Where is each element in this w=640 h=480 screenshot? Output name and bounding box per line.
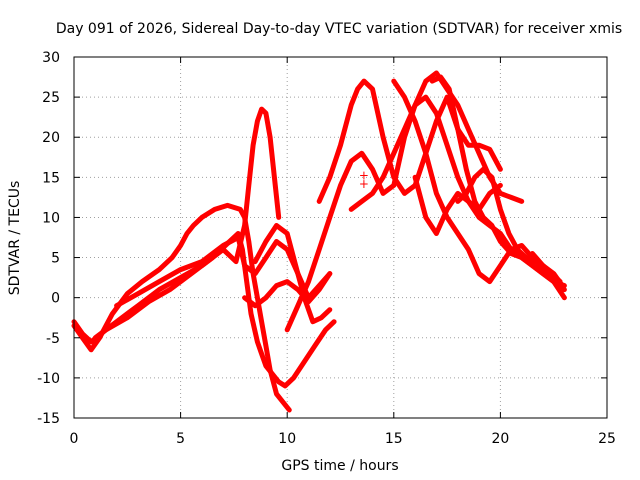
series-trace-7 xyxy=(284,70,525,333)
chart-title: Day 091 of 2026, Sidereal Day-to-day VTE… xyxy=(56,21,622,37)
x-tick-label: 20 xyxy=(491,431,509,447)
x-tick-label: 10 xyxy=(278,431,296,447)
plot-frame xyxy=(73,56,608,419)
y-tick-label: 15 xyxy=(42,170,60,186)
series-trace-14 xyxy=(529,251,565,289)
y-axis-label: SDTVAR / TECUs xyxy=(7,181,23,296)
x-axis-ticks: 0 5 10 15 20 25 xyxy=(70,57,616,447)
y-tick-label: -15 xyxy=(37,411,60,427)
series-trace-3 xyxy=(92,106,282,341)
x-tick-label: 5 xyxy=(176,431,185,447)
series-trace-6 xyxy=(252,223,333,325)
y-tick-label: 20 xyxy=(42,130,60,146)
point-marker-annotation: + xyxy=(359,169,369,183)
y-tick-label: 0 xyxy=(51,291,60,307)
y-tick-label: -5 xyxy=(46,331,60,347)
series-trace-8 xyxy=(316,78,503,204)
annotations: ++ xyxy=(359,169,369,191)
series-trace-11 xyxy=(412,174,503,236)
y-tick-label: 10 xyxy=(42,210,60,226)
y-tick-label: 5 xyxy=(51,251,60,267)
grid-lines xyxy=(74,57,607,418)
data-traces xyxy=(71,70,567,413)
y-tick-label: 25 xyxy=(42,90,60,106)
series-trace-1 xyxy=(71,202,292,413)
x-tick-label: 25 xyxy=(598,431,616,447)
y-axis-ticks: 30 25 20 15 10 5 0 -5 -10 -15 xyxy=(37,50,607,427)
x-axis-label: GPS time / hours xyxy=(281,458,398,474)
y-tick-label: 30 xyxy=(42,50,60,66)
x-tick-label: 15 xyxy=(385,431,403,447)
series-trace-12 xyxy=(429,74,567,301)
x-tick-label: 0 xyxy=(70,431,79,447)
point-marker-annotation: + xyxy=(359,177,369,191)
y-tick-label: -10 xyxy=(37,371,60,387)
series-trace-2 xyxy=(71,231,337,389)
series-trace-5 xyxy=(242,271,333,309)
